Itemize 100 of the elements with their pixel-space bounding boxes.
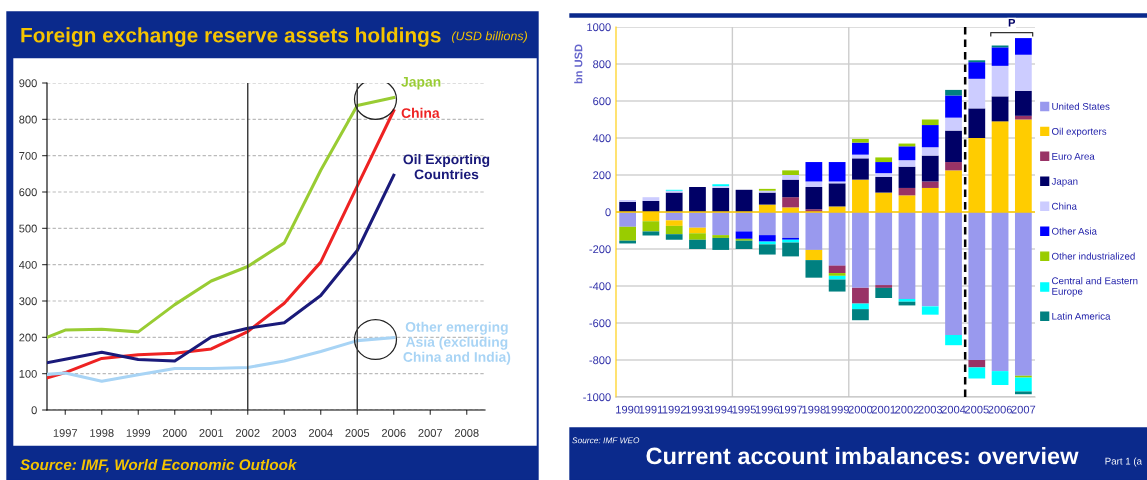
y-tick-label: 900 [19,79,37,88]
bar [945,212,962,336]
x-tick-label: 1998 [802,405,826,414]
bar [712,187,730,212]
y-tick-label: -800 [589,356,611,365]
bar [945,335,962,346]
legend-label: Euro Area [1052,153,1095,160]
x-tick-label: 2004 [941,405,966,414]
line-series [47,109,396,380]
bar [991,371,1009,385]
bar [875,287,893,299]
line-series [47,173,396,365]
x-tick-label: 1993 [685,405,710,414]
bar [805,212,823,250]
bar [642,231,660,236]
bar [875,176,893,193]
bar [828,265,846,274]
bar [875,212,893,286]
series-label: Japan [401,77,441,90]
legend-label: Japan [1051,177,1078,187]
bar [665,225,683,235]
bar [875,285,893,288]
x-tick-label: 2002 [895,405,919,414]
bar [758,235,776,242]
bar [968,78,986,109]
bar [875,162,893,174]
y-tick-label: 100 [19,369,37,378]
bar [735,231,753,239]
x-tick-label: 1991 [639,405,663,414]
x-tick-label: 1999 [825,405,849,414]
bar [968,212,986,360]
bar [875,157,893,163]
bar [642,197,660,201]
bar [852,309,869,321]
x-tick-label: 2003 [272,429,297,437]
bar [921,119,939,126]
bar [782,179,799,198]
bar [991,96,1009,122]
x-tick-label: 2007 [418,429,443,437]
chart-title: Foreign exchange reserve assets holdings [21,27,441,47]
bar [875,173,893,177]
x-tick-label: 2002 [235,429,260,437]
bar [898,212,916,299]
x-tick-label: 1997 [779,405,803,414]
bar [852,142,869,155]
bar [805,249,823,261]
bar [642,221,660,232]
bar [828,275,846,280]
bar [1014,115,1032,120]
legend-label: Other Asia [1051,227,1097,235]
x-tick-label: 1996 [755,405,780,414]
bar [852,287,869,304]
bar [945,95,962,118]
y-tick-label: 400 [19,260,37,269]
y-tick-label: -200 [589,245,611,254]
y-tick-label: 800 [593,60,611,69]
x-tick-label: 2000 [162,429,187,437]
bar [921,147,939,156]
y-tick-label: 1000 [587,23,611,32]
x-tick-label: 2000 [848,405,873,414]
source-note: Source: IMF WEO [572,437,640,444]
bar [945,130,962,163]
x-tick-label: 1997 [53,429,78,437]
y-tick-label: 600 [593,97,611,106]
bar [619,212,637,227]
bar [968,367,986,379]
bar [1014,38,1032,55]
bar [782,175,799,180]
x-tick-label: 2008 [454,429,479,437]
x-tick-label: 2001 [871,405,896,414]
x-tick-label: 1995 [732,405,756,414]
x-tick-label: 1994 [709,405,733,414]
line-series [47,336,396,383]
bar [898,146,916,161]
line-series [47,96,396,339]
bar [945,117,962,131]
bar [991,212,1009,372]
bar [758,192,776,205]
bar [665,192,683,212]
legend-label: Other industrialized [1051,252,1135,260]
bar [735,240,753,249]
bar [921,212,939,307]
bar [782,212,799,238]
legend-label: China [1052,202,1077,210]
x-tick-label: 1992 [662,405,686,414]
x-tick-label: 1998 [90,429,114,437]
bar [782,170,799,175]
y-tick-label: 800 [19,115,37,124]
bar [852,212,869,288]
bar [665,220,683,226]
bar [805,162,823,182]
x-tick-label: 2001 [199,429,224,437]
y-tick-label: 600 [19,188,37,197]
bar [852,303,869,310]
bar [712,235,730,238]
bar [1014,54,1032,91]
x-tick-label: 2003 [918,405,943,414]
y-axis-title: bn USD [574,44,583,84]
y-tick-label: 0 [605,208,611,217]
y-tick-label: 400 [592,134,611,143]
